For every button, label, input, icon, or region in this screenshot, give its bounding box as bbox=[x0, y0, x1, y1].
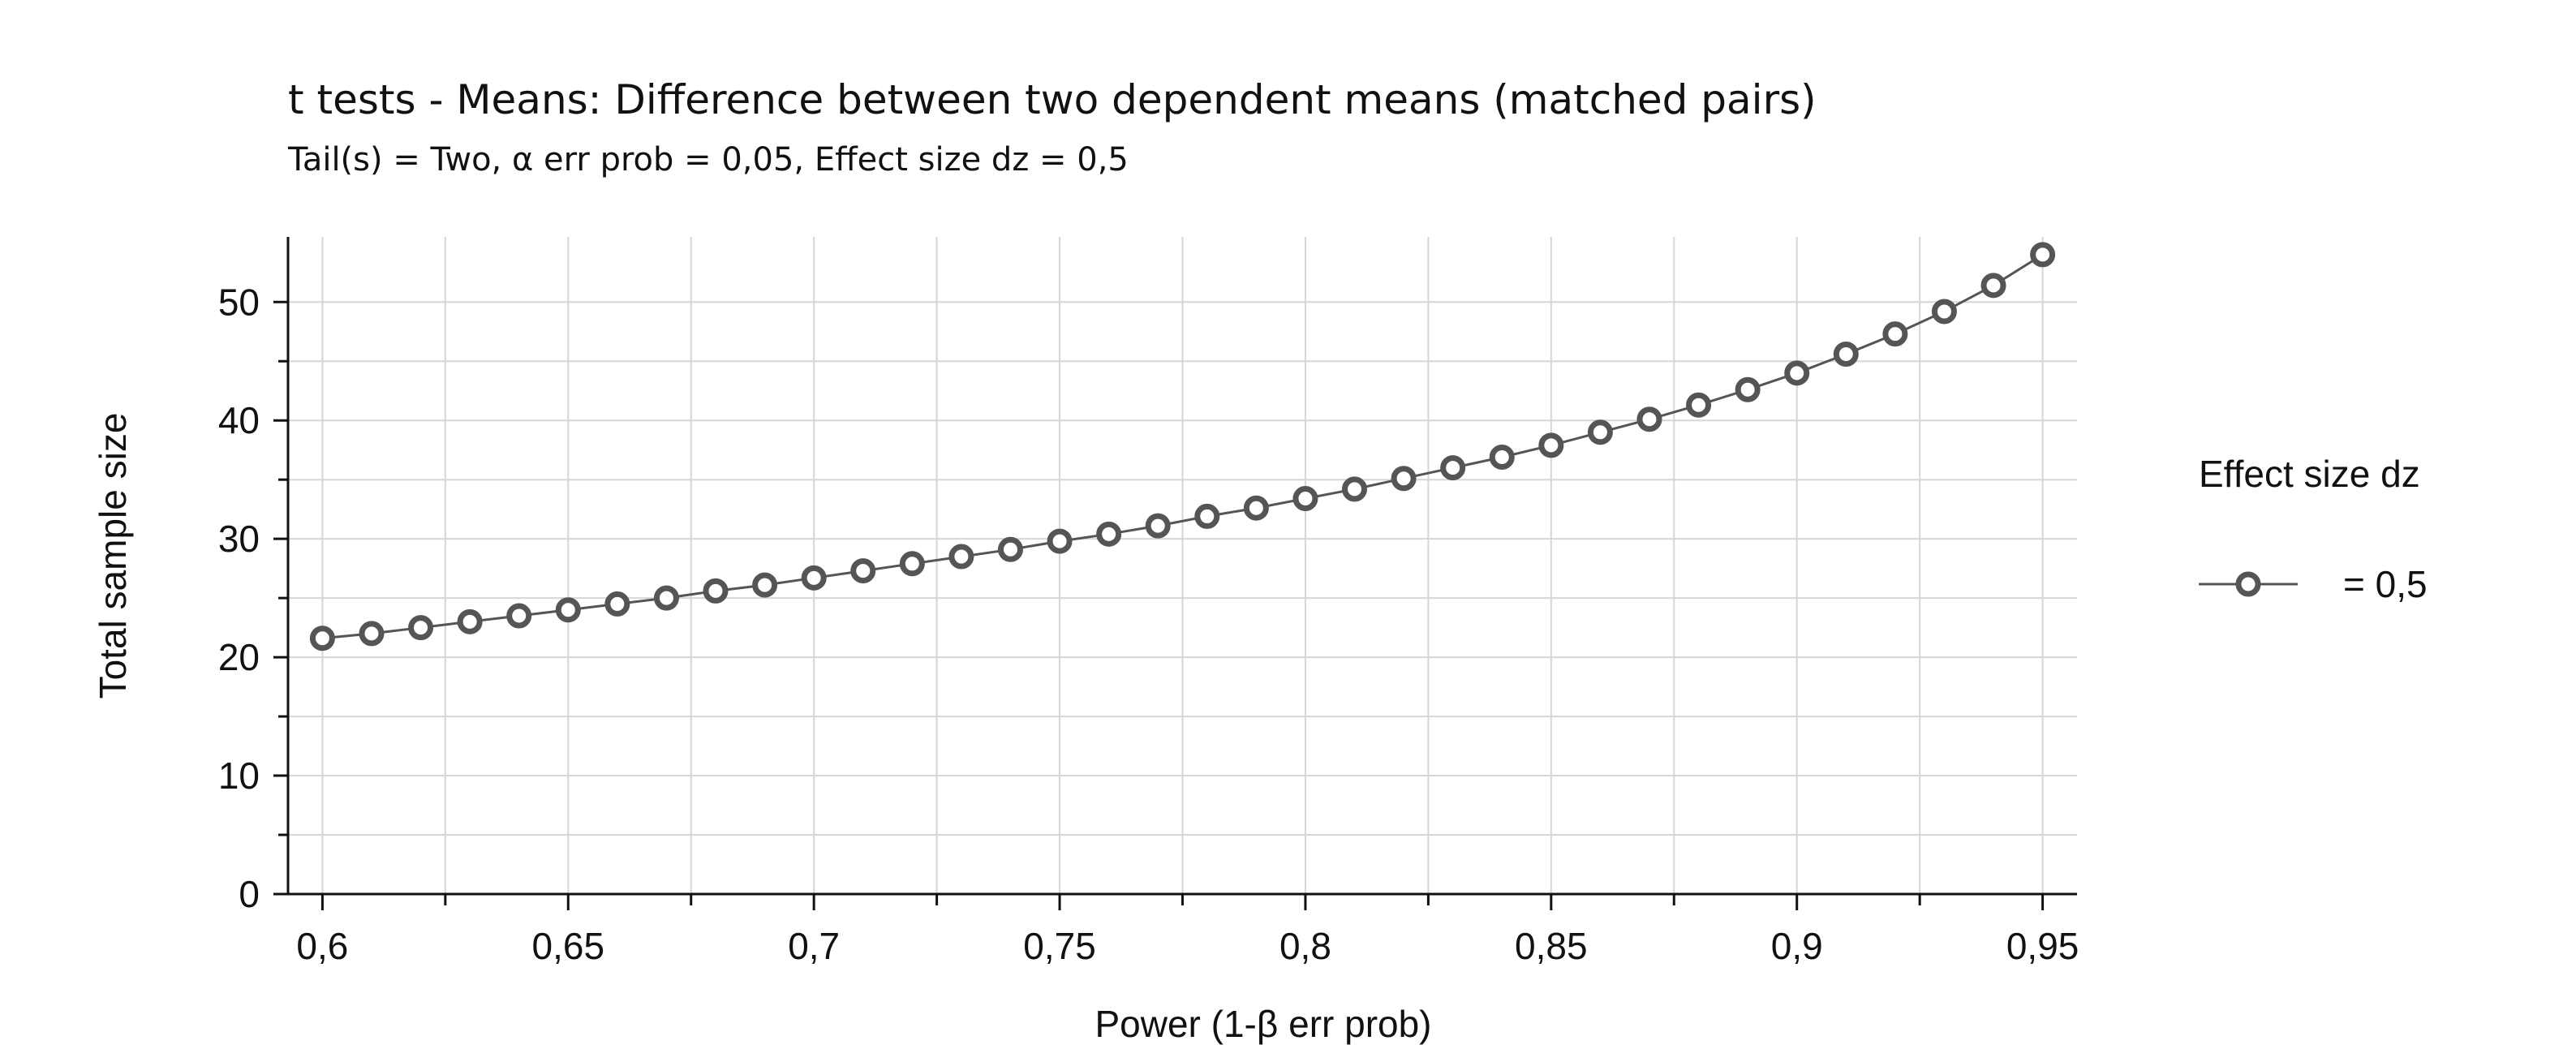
data-point bbox=[457, 608, 483, 634]
x-tick-label: 0,85 bbox=[1515, 925, 1588, 967]
x-tick-label: 0,65 bbox=[532, 925, 605, 967]
data-point bbox=[1882, 321, 1908, 347]
data-point bbox=[1931, 299, 1957, 325]
data-point bbox=[850, 558, 876, 584]
legend: Effect size dz = 0,5 bbox=[2199, 453, 2428, 605]
x-tick-label: 0,9 bbox=[1771, 925, 1823, 967]
data-point bbox=[1538, 432, 1564, 458]
data-point bbox=[1735, 376, 1761, 402]
data-point bbox=[948, 544, 974, 570]
data-point bbox=[309, 626, 335, 651]
data-point bbox=[1686, 392, 1712, 418]
x-axis-title: Power (1-β err prob) bbox=[1094, 1003, 1431, 1045]
data-point bbox=[752, 572, 778, 598]
chart-subtitle: Tail(s) = Two, α err prob = 0,05, Effect… bbox=[287, 141, 1129, 178]
legend-title: Effect size dz bbox=[2199, 453, 2420, 495]
y-tick-label: 40 bbox=[218, 399, 260, 441]
data-point bbox=[1145, 513, 1171, 539]
data-point bbox=[1047, 528, 1073, 554]
x-tick-label: 0,6 bbox=[296, 925, 348, 967]
data-point bbox=[1833, 341, 1859, 367]
data-point bbox=[1784, 360, 1810, 386]
data-point bbox=[1292, 486, 1318, 512]
legend-label: = 0,5 bbox=[2343, 563, 2428, 605]
grid bbox=[288, 237, 2077, 894]
data-point bbox=[1980, 273, 2006, 299]
data-point bbox=[1096, 521, 1122, 547]
data-point bbox=[1243, 495, 1269, 521]
y-axis-title: Total sample size bbox=[92, 413, 134, 699]
x-tick-label: 0,8 bbox=[1279, 925, 1331, 967]
data-point bbox=[1440, 455, 1466, 481]
data-point bbox=[555, 597, 581, 623]
y-tick-label: 30 bbox=[218, 518, 260, 560]
data-point bbox=[2030, 242, 2056, 268]
legend-marker-icon bbox=[2235, 571, 2261, 597]
data-point bbox=[1391, 466, 1417, 492]
data-point bbox=[1587, 419, 1613, 445]
x-tick-label: 0,7 bbox=[788, 925, 840, 967]
data-point bbox=[703, 578, 729, 604]
data-point bbox=[653, 585, 679, 611]
series bbox=[309, 242, 2056, 651]
data-point bbox=[801, 565, 827, 591]
data-point bbox=[1636, 406, 1662, 432]
data-point bbox=[1194, 503, 1220, 529]
y-tick-label: 0 bbox=[239, 873, 260, 915]
data-point bbox=[899, 551, 925, 577]
data-point bbox=[506, 603, 532, 629]
y-tick-label: 10 bbox=[218, 755, 260, 797]
chart-title: t tests - Means: Difference between two … bbox=[288, 76, 1817, 123]
data-point bbox=[359, 621, 385, 647]
data-point bbox=[997, 536, 1023, 562]
y-tick-label: 50 bbox=[218, 281, 260, 323]
x-tick-label: 0,95 bbox=[2006, 925, 2079, 967]
data-point bbox=[1489, 444, 1515, 470]
ticks: 0,6 0,65 0,7 0,75 0,8 0,85 0,9 0,95 0 10 20 30 40 50 bbox=[218, 281, 2079, 967]
data-point bbox=[604, 591, 630, 617]
y-tick-label: 20 bbox=[218, 636, 260, 678]
x-tick-label: 0,75 bbox=[1023, 925, 1096, 967]
data-point bbox=[408, 615, 434, 641]
data-point bbox=[1342, 476, 1368, 502]
